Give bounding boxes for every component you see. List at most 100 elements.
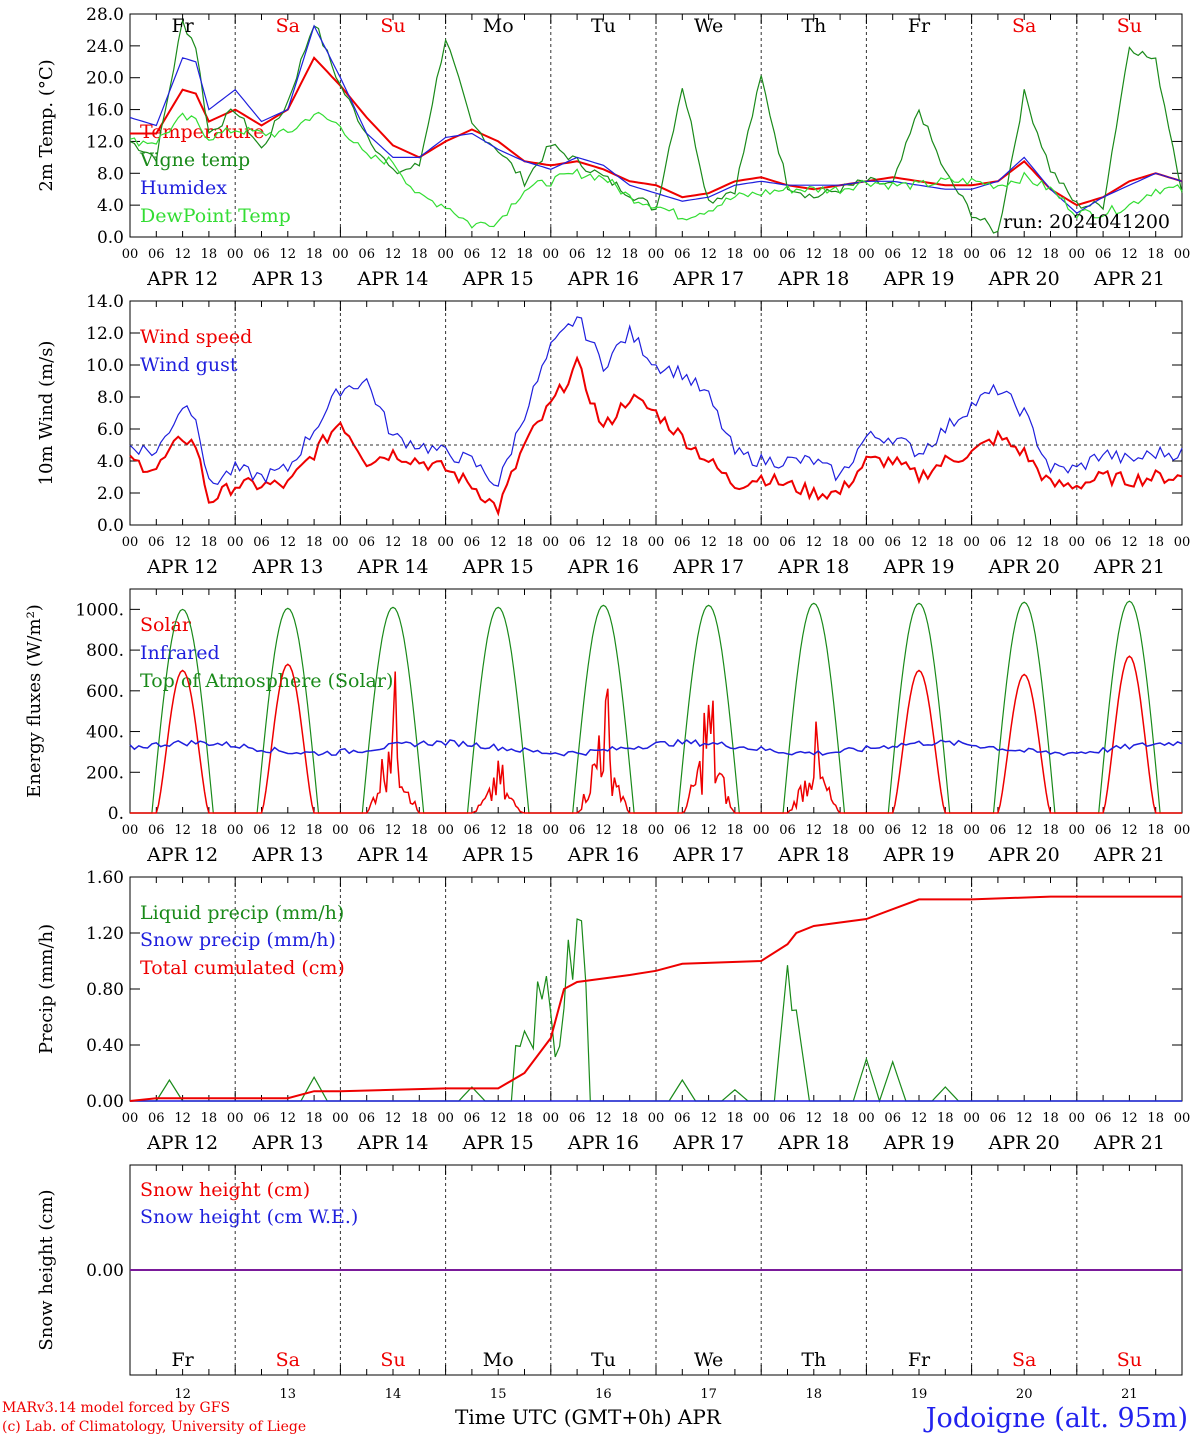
- x-hour-label: 06: [884, 1111, 901, 1126]
- x-hour-label: 06: [779, 535, 796, 550]
- x-hour-label: 12: [595, 247, 612, 262]
- x-hour-label: 12: [595, 535, 612, 550]
- date-label: APR 18: [777, 1132, 849, 1154]
- weekday-label: Tu: [591, 15, 616, 37]
- y-tick-label: 6.0: [97, 420, 124, 440]
- x-hour-label: 06: [990, 247, 1007, 262]
- x-hour-label: 00: [227, 247, 244, 262]
- date-label: APR 21: [1093, 556, 1165, 578]
- day-number-label: 15: [490, 1387, 507, 1402]
- weekday-label: Fr: [908, 1349, 931, 1371]
- day-number-label: 20: [1016, 1387, 1033, 1402]
- x-hour-label: 18: [1042, 247, 1059, 262]
- panel-2: 0.0 2.0 4.0 6.0 8.0 10.0 12.0 14.0 10m Wind (m/s…: [36, 292, 1190, 578]
- x-hour-label: 06: [674, 1111, 691, 1126]
- weekday-label: Fr: [171, 1349, 194, 1371]
- x-hour-label: 18: [201, 535, 218, 550]
- run-annotation: run: 2024041200: [1003, 211, 1170, 233]
- series-line: [129, 18, 1183, 234]
- x-hour-label: 18: [516, 247, 533, 262]
- date-label: APR 13: [251, 556, 323, 578]
- x-hour-label: 12: [174, 823, 191, 838]
- y-tick-label: 0.00: [86, 1261, 124, 1281]
- y-tick-label: 4.0: [97, 452, 124, 472]
- legend-entry: Liquid precip (mm/h): [140, 902, 344, 924]
- x-hour-label: 18: [1042, 535, 1059, 550]
- x-hour-label: 00: [1174, 823, 1191, 838]
- date-label: APR 21: [1093, 844, 1165, 866]
- date-label: APR 17: [672, 1132, 744, 1154]
- legend-entry: Snow height (cm): [140, 1179, 310, 1201]
- x-hour-label: 12: [806, 247, 823, 262]
- x-hour-label: 12: [700, 247, 717, 262]
- x-hour-label: 12: [911, 823, 928, 838]
- date-label: APR 19: [882, 556, 954, 578]
- panel-frame: [129, 588, 1183, 814]
- date-label: APR 15: [462, 1132, 534, 1154]
- date-label: APR 12: [146, 844, 218, 866]
- x-hour-label: 18: [832, 823, 849, 838]
- date-label: APR 14: [356, 556, 428, 578]
- x-hour-label: 12: [911, 247, 928, 262]
- x-hour-label: 00: [332, 823, 349, 838]
- x-hour-label: 00: [227, 1111, 244, 1126]
- x-hour-label: 00: [122, 1111, 139, 1126]
- day-number-label: 18: [806, 1387, 823, 1402]
- day-number-label: 13: [280, 1387, 297, 1402]
- series-line: [129, 355, 1183, 517]
- x-hour-label: 18: [937, 823, 954, 838]
- x-hour-label: 00: [437, 823, 454, 838]
- x-hour-label: 00: [858, 535, 875, 550]
- x-hour-label: 00: [963, 247, 980, 262]
- legend-entry: Vigne temp: [139, 149, 250, 171]
- x-hour-label: 06: [253, 247, 270, 262]
- date-label: APR 14: [356, 844, 428, 866]
- date-label: APR 14: [356, 268, 428, 290]
- lab-credit: (c) Lab. of Climatology, University of L…: [2, 1419, 307, 1435]
- x-hour-label: 06: [569, 535, 586, 550]
- x-hour-label: 06: [779, 247, 796, 262]
- x-hour-label: 00: [122, 535, 139, 550]
- legend-entry: Top of Atmosphere (Solar): [140, 670, 393, 692]
- date-label: APR 15: [462, 556, 534, 578]
- y-tick-label: 24.0: [86, 37, 124, 57]
- x-hour-label: 18: [306, 535, 323, 550]
- weekday-label: Sa: [276, 15, 300, 37]
- x-hour-label: 00: [648, 535, 665, 550]
- x-hour-label: 06: [148, 535, 165, 550]
- x-hour-label: 12: [806, 1111, 823, 1126]
- x-hour-label: 06: [569, 1111, 586, 1126]
- date-label: APR 19: [882, 1132, 954, 1154]
- y-axis-label: Precip (mm/h): [36, 924, 57, 1054]
- weekday-label: Su: [1117, 1349, 1142, 1371]
- panel-5: 0.00 Snow height (cm) Snow height (cm) Snow…: [36, 1164, 1183, 1402]
- x-hour-label: 18: [516, 535, 533, 550]
- x-hour-label: 06: [464, 535, 481, 550]
- x-hour-label: 12: [1016, 535, 1033, 550]
- weekday-label: We: [694, 1349, 723, 1371]
- legend-entry: Wind gust: [140, 354, 238, 376]
- x-hour-label: 06: [990, 1111, 1007, 1126]
- x-hour-label: 18: [832, 535, 849, 550]
- x-hour-label: 00: [858, 247, 875, 262]
- x-hour-label: 00: [332, 535, 349, 550]
- x-hour-label: 12: [385, 1111, 402, 1126]
- series-line: [130, 655, 1182, 814]
- weekday-label: Mo: [483, 15, 514, 37]
- x-hour-label: 18: [306, 247, 323, 262]
- y-tick-label: 20.0: [86, 69, 124, 89]
- x-hour-label: 12: [700, 823, 717, 838]
- legend-entry: DewPoint Temp: [140, 205, 291, 227]
- y-axis-label: Snow height (cm): [36, 1189, 57, 1350]
- x-hour-label: 18: [1147, 535, 1164, 550]
- x-hour-label: 12: [911, 535, 928, 550]
- x-hour-label: 12: [490, 823, 507, 838]
- y-tick-label: 4.0: [97, 196, 124, 216]
- date-label: APR 20: [988, 844, 1060, 866]
- x-hour-label: 06: [569, 247, 586, 262]
- x-hour-label: 06: [1095, 247, 1112, 262]
- x-hour-label: 00: [963, 823, 980, 838]
- day-number-label: 14: [385, 1387, 402, 1402]
- x-hour-label: 12: [595, 823, 612, 838]
- x-hour-label: 12: [385, 247, 402, 262]
